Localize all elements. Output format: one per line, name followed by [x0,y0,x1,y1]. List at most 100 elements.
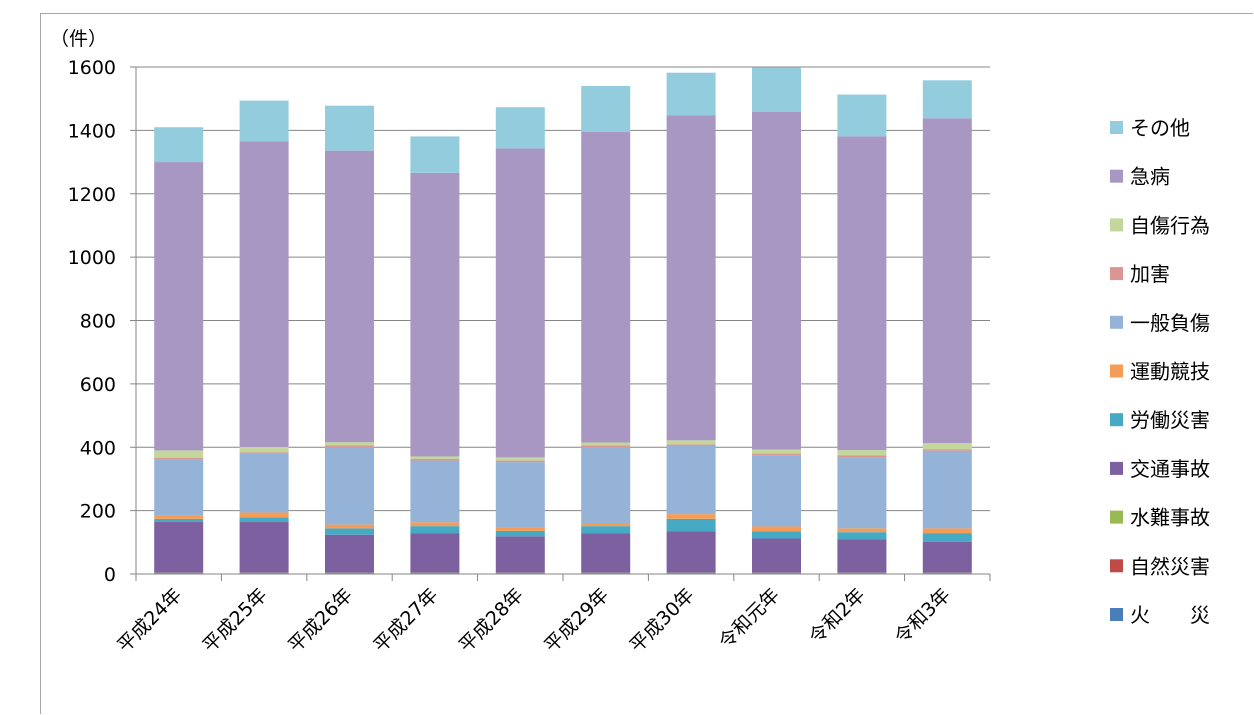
bar-segment [922,533,972,542]
bar-segment [154,127,204,163]
y-tick-label: 400 [80,437,116,459]
bar-segment [495,536,545,573]
bar-segment [410,526,460,534]
legend-label: 労働災害 [1130,408,1210,432]
bar-segment [752,67,801,112]
bar-segment [752,453,801,456]
legend-swatch [1110,267,1123,281]
y-unit-label: （件） [50,28,107,50]
bar-segment [581,442,631,446]
bar-segment [325,528,374,535]
bar-segment [239,446,289,453]
legend-label: 自傷行為 [1130,213,1210,237]
bar-segment [154,459,204,516]
y-tick-label: 800 [80,311,116,333]
bar-segment [666,445,716,515]
bar-segment [666,518,716,532]
x-tick-label: 平成29年 [540,584,613,657]
bar-segment [666,514,716,519]
x-tick-label: 令和元年 [715,584,784,653]
legend-label: 自然災害 [1130,554,1210,578]
bar-segment [239,522,289,573]
bar-segment [495,527,545,531]
bar-segment [666,444,716,446]
bar-segment [581,522,631,527]
y-tick-label: 1400 [68,120,116,142]
x-tick-label: 令和3年 [890,584,954,648]
bar-segment [239,453,289,513]
bar-segment [752,526,801,532]
bar-segment [837,450,887,456]
legend-swatch [1110,510,1123,524]
x-tick-label: 令和2年 [805,584,869,648]
bar-segment [495,148,545,458]
legend-label: 一般負傷 [1130,311,1210,335]
x-tick-label: 平成26年 [284,584,357,657]
legend-swatch [1110,461,1123,475]
legend-swatch [1110,413,1123,427]
bar-segment [325,150,374,443]
bar-segment [239,452,289,454]
x-tick-label: 平成27年 [369,584,442,657]
bar-segment [410,460,460,523]
bar-segment [581,533,631,573]
legend-label: 火 災 [1130,603,1210,627]
bar-segment [837,457,887,529]
bar-segment [922,528,972,534]
y-tick-label: 0 [104,564,116,586]
bar-segment [666,440,716,445]
legend-label: 水難事故 [1130,506,1210,530]
bar-segment [239,517,289,523]
bar-segment [837,539,887,573]
x-tick-label: 平成25年 [199,584,272,657]
bar-segment [666,72,716,116]
legend-label: その他 [1130,116,1190,140]
bar-segment [410,522,460,527]
legend-swatch [1110,364,1123,378]
bar-segment [581,446,631,523]
y-tick-label: 600 [80,374,116,396]
legend-label: 急病 [1130,165,1170,189]
bar-segment [239,100,289,142]
bar-segment [239,141,289,447]
bars [154,67,972,574]
legend-label: 運動競技 [1130,360,1210,384]
bar-segment [666,531,716,573]
bar-segment [410,456,460,459]
chart-frame [40,13,1253,714]
bar-segment [752,531,801,539]
bar-segment [922,118,972,444]
legend-swatch [1110,169,1123,183]
legend-swatch [1110,559,1123,573]
bar-segment [837,136,887,451]
bar-segment [837,528,887,533]
bar-segment [410,533,460,573]
bar-segment [325,442,374,446]
legend-swatch [1110,315,1123,329]
bar-segment [495,460,545,463]
bar-segment [325,105,374,151]
bar-segment [581,86,631,132]
legend-label: 交通事故 [1130,457,1210,481]
bar-segment [666,115,716,441]
bar-segment [837,532,887,540]
bar-segment [837,455,887,458]
bar-segment [752,111,801,450]
legend-swatch [1110,121,1123,134]
bar-segment [581,445,631,447]
legend-swatch [1110,608,1123,621]
bar-segment [325,445,374,447]
y-tick-label: 1200 [68,184,116,206]
bar-segment [154,458,204,460]
bar-segment [154,515,204,519]
bar-segment [495,530,545,537]
y-tick-label: 1000 [68,247,116,269]
bar-segment [837,94,887,137]
legend-label: 加害 [1130,262,1170,286]
x-tick-label: 平成28年 [455,584,528,657]
bar-segment [922,449,972,451]
bar-segment [410,458,460,461]
x-tick-label: 平成30年 [626,584,699,657]
